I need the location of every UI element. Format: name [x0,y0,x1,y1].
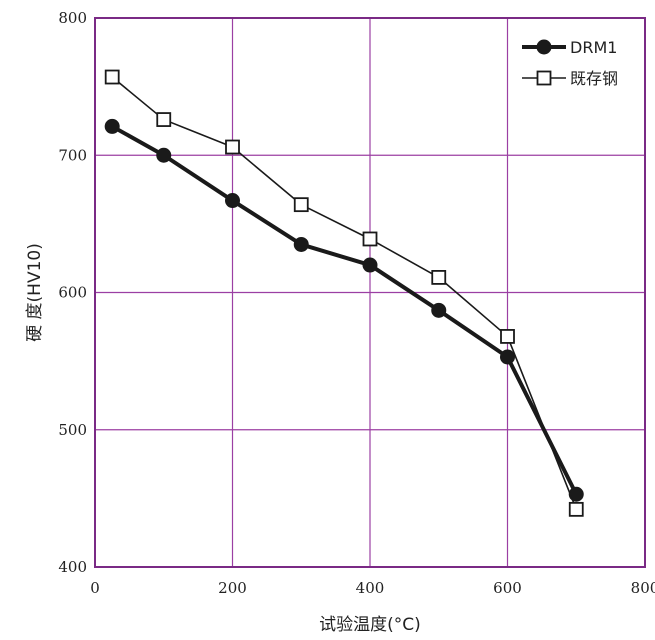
data-point [362,231,378,247]
data-point [431,302,447,318]
legend-label: DRM1 [570,38,617,57]
data-point [293,197,309,213]
legend-item: 既存钢 [522,69,618,88]
y-axis-title: 硬 度(HV10) [25,243,45,342]
legend-marker [536,39,552,55]
x-tick-label: 200 [218,579,247,597]
data-point [156,147,172,163]
data-point [225,193,240,209]
y-tick-label: 500 [58,421,87,439]
y-tick-label: 800 [58,9,87,27]
data-point [500,349,515,365]
data-point [431,270,447,285]
legend-marker [536,70,552,86]
series-DRM1 [104,118,584,502]
legend-label: 既存钢 [570,69,618,88]
x-axis-title: 试验温度(°C) [319,615,421,635]
data-point [568,501,584,517]
data-point [293,236,309,252]
y-tick-label: 700 [58,146,87,164]
x-tick-label: 800 [631,579,655,597]
x-tick-label: 0 [90,579,100,597]
series-line [111,76,577,510]
grid-layer [95,18,645,567]
series-既存钢 [104,69,584,517]
data-point [500,329,515,344]
data-point [362,257,378,273]
legend: DRM1 既存钢 [512,30,638,88]
tick-labels: 0 200 400 600 800 400 500 600 700 800 [58,9,655,597]
x-tick-label: 600 [493,579,522,597]
y-tick-label: 600 [58,284,87,302]
data-point [104,118,120,134]
data-point [225,139,240,155]
series-layer [104,69,584,517]
legend-item: DRM1 [522,38,617,57]
x-tick-label: 400 [356,579,385,597]
plot-frame [94,17,646,568]
series-line [111,124,579,496]
data-point [156,112,172,127]
y-tick-label: 400 [58,558,87,576]
data-point [104,69,120,85]
